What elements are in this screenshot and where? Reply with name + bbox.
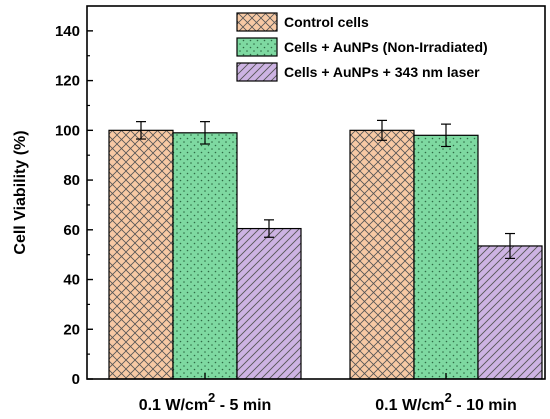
bar-1-2 [349,129,415,380]
y-tick-label-100: 100 [55,122,80,139]
y-tick-label-40: 40 [63,272,80,289]
legend-swatch-3 [236,62,278,82]
bar-1-1 [108,129,174,380]
legend-swatch-1 [236,12,278,32]
y-tick-label-0: 0 [72,371,80,388]
legend-label-1: Control cells [284,14,369,30]
x-tick-label-suffix: - 10 min [452,397,517,414]
y-axis-label: Cell Viability (%) [12,130,29,254]
bar-2-2 [413,134,479,380]
bar-3-2 [477,245,543,380]
y-tick-label-120: 120 [55,73,80,90]
y-tick-label-80: 80 [63,172,80,189]
legend-swatch-2 [236,37,278,57]
plot-frame [86,5,546,380]
x-tick-label-2: 0.1 W/cm2 - 10 min [375,390,517,414]
x-tick-label-main: 0.1 W/cm [139,397,208,414]
y-tick-label-60: 60 [63,222,80,239]
legend-label-2: Cells + AuNPs (Non-Irradiated) [284,39,488,55]
x-tick-label-superscript: 2 [208,390,215,405]
x-tick-label-suffix: - 5 min [215,397,271,414]
bar-3-1 [236,227,302,380]
x-tick-label-main: 0.1 W/cm [375,397,444,414]
legend-label-3: Cells + AuNPs + 343 nm laser [284,64,480,80]
x-tick-label-superscript: 2 [445,390,452,405]
y-tick-label-140: 140 [55,23,80,40]
x-tick-label-1: 0.1 W/cm2 - 5 min [139,390,272,414]
bar-2-1 [172,132,238,380]
y-tick-label-20: 20 [63,321,80,338]
